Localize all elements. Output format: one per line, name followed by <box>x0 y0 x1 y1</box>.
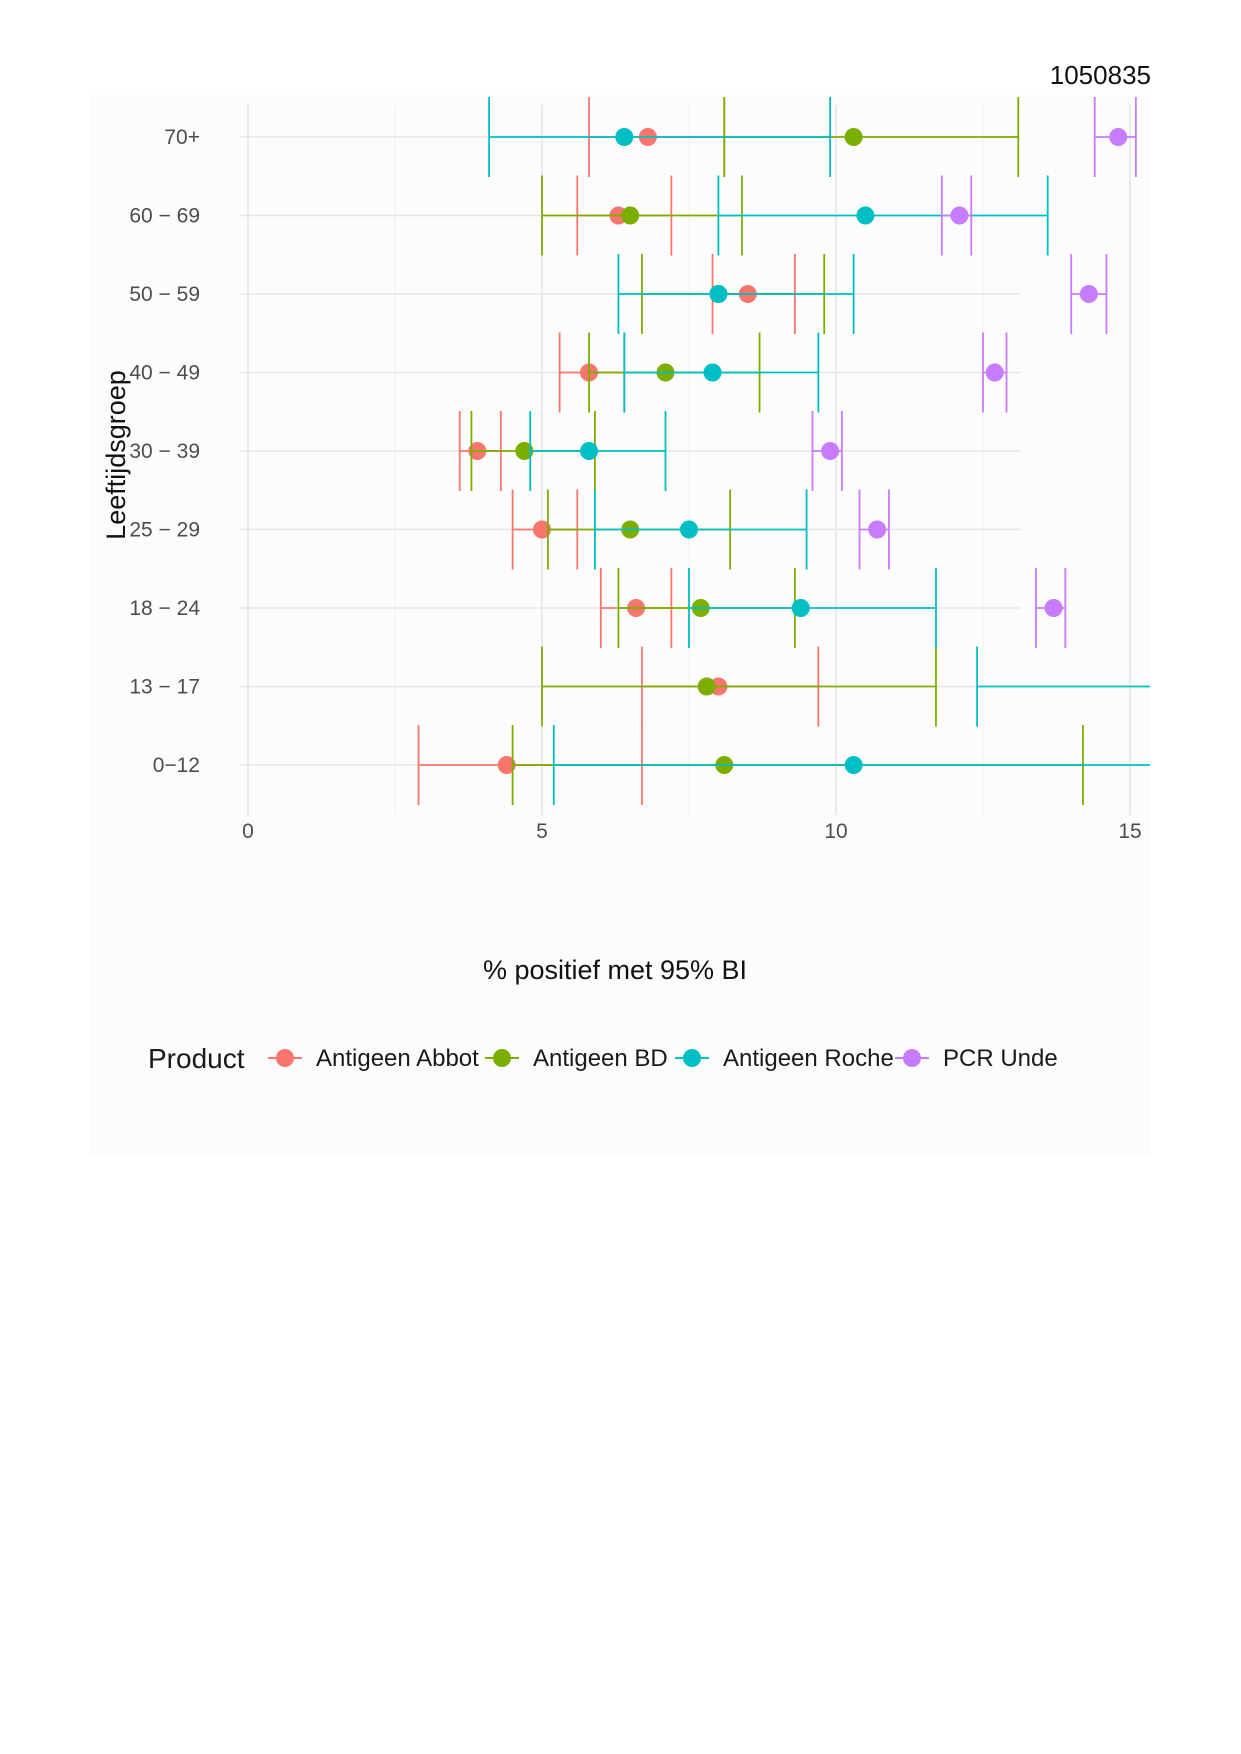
legend-key-dot <box>903 1049 921 1067</box>
data-point <box>703 363 722 382</box>
y-tick-label: 13 − 17 <box>129 676 200 699</box>
legend-items: Antigeen Abbot Antigeen BD Antigeen Roche P… <box>268 1045 1058 1072</box>
legend-key-dot <box>276 1049 294 1067</box>
y-tick-label: 50 − 59 <box>129 283 200 306</box>
data-point <box>868 520 887 539</box>
y-axis-title: Leeftijdsgroep <box>101 370 131 540</box>
y-tick-label: 70+ <box>164 126 200 149</box>
chart-panel: 70+ 60 − 69 50 − 59 40 − 49 30 − 39 25 − 29 18… <box>90 95 1150 1155</box>
data-point <box>844 756 863 774</box>
x-tick-label: 10 <box>824 820 847 843</box>
y-tick-labels: 70+ 60 − 69 50 − 59 40 − 49 30 − 39 25 − 29 18… <box>129 126 200 777</box>
data-point <box>621 206 640 225</box>
data-point <box>680 520 698 539</box>
data-point <box>856 206 875 225</box>
legend-item: PCR Unde <box>895 1045 1058 1072</box>
series-antigeen-roche <box>488 97 1150 805</box>
data-point <box>497 756 516 774</box>
y-tick-label: 30 − 39 <box>129 440 200 463</box>
data-point <box>1079 285 1098 303</box>
data-point <box>985 363 1004 382</box>
chart-svg: 70+ 60 − 69 50 − 59 40 − 49 30 − 39 25 − 29 18… <box>101 97 1150 1074</box>
legend-label: PCR Unde <box>943 1045 1058 1072</box>
legend-label: Antigeen Roche <box>723 1045 894 1072</box>
data-point <box>950 206 969 225</box>
data-point <box>791 599 810 617</box>
data-point <box>533 520 551 539</box>
data-point <box>615 128 634 146</box>
legend-key-dot <box>493 1049 511 1067</box>
x-tick-labels: 0510152025 <box>242 820 1142 843</box>
y-tick-label: 60 − 69 <box>129 205 200 228</box>
y-tick-label: 18 − 24 <box>129 597 200 620</box>
data-point <box>1044 599 1063 617</box>
y-tick-label: 0−12 <box>153 754 200 777</box>
x-tick-label: 0 <box>242 820 254 843</box>
data-point <box>709 285 728 303</box>
legend-title: Product <box>148 1043 245 1074</box>
y-tick-label: 40 − 49 <box>129 362 200 385</box>
legend-key-dot <box>683 1049 701 1067</box>
data-point <box>1109 128 1128 146</box>
series-pcr-unde <box>811 97 1137 648</box>
data-point <box>515 442 534 460</box>
grid-layer <box>240 105 1131 815</box>
legend-label: Antigeen BD <box>533 1045 668 1072</box>
document-id: 1050835 <box>1049 60 1151 90</box>
data-point <box>821 442 840 460</box>
legend-label: Antigeen Abbot <box>316 1045 479 1072</box>
data-point <box>844 128 863 146</box>
data-point <box>580 442 599 460</box>
legend-item: Antigeen Roche <box>675 1045 894 1072</box>
x-axis-title: % positief met 95% BI <box>483 955 747 985</box>
legend: Product Antigeen Abbot Antigeen BD Antigee… <box>148 1043 1058 1074</box>
x-tick-label: 5 <box>536 820 548 843</box>
data-point <box>697 677 716 696</box>
x-tick-label: 15 <box>1118 820 1141 843</box>
series-layer <box>417 97 1150 805</box>
legend-item: Antigeen BD <box>485 1045 668 1072</box>
legend-item: Antigeen Abbot <box>268 1045 479 1072</box>
y-tick-label: 25 − 29 <box>129 519 200 542</box>
